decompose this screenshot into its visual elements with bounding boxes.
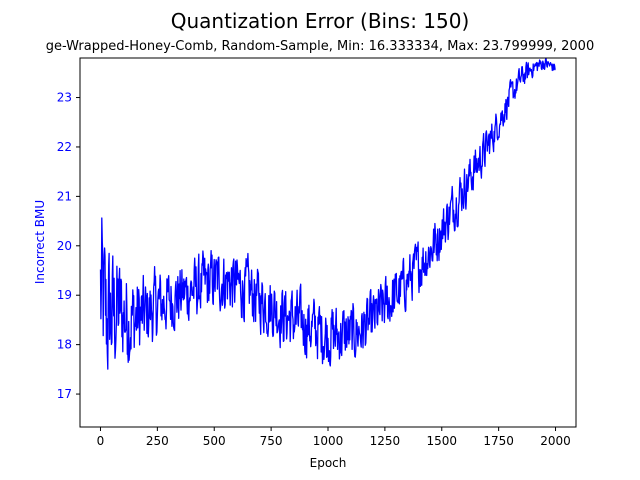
x-tick-label: 500 xyxy=(203,434,226,448)
x-axis: 0 250 500 750 1000 1250 1500 1750 2000 xyxy=(97,427,571,448)
plot-series xyxy=(99,57,556,370)
series-line xyxy=(99,57,556,370)
y-tick-label: 19 xyxy=(57,288,72,302)
x-tick-label: 1750 xyxy=(483,434,514,448)
x-tick-label: 1000 xyxy=(313,434,344,448)
x-axis-label: Epoch xyxy=(310,456,347,470)
y-axis-label: Incorrect BMU xyxy=(33,200,47,284)
x-tick-label: 0 xyxy=(97,434,105,448)
x-tick-label: 1250 xyxy=(370,434,401,448)
y-tick-label: 22 xyxy=(57,140,72,154)
y-tick-label: 23 xyxy=(57,91,72,105)
x-tick-label: 2000 xyxy=(540,434,571,448)
y-axis: 17 18 19 20 21 22 23 xyxy=(57,91,80,401)
chart-subtitle: ge-Wrapped-Honey-Comb, Random-Sample, Mi… xyxy=(46,39,594,54)
y-tick-label: 21 xyxy=(57,189,72,203)
x-tick-label: 750 xyxy=(260,434,283,448)
chart-title: Quantization Error (Bins: 150) xyxy=(171,9,470,33)
y-tick-label: 17 xyxy=(57,387,72,401)
x-tick-label: 250 xyxy=(146,434,169,448)
y-tick-label: 20 xyxy=(57,239,72,253)
y-tick-label: 18 xyxy=(57,338,72,352)
x-tick-label: 1500 xyxy=(426,434,457,448)
